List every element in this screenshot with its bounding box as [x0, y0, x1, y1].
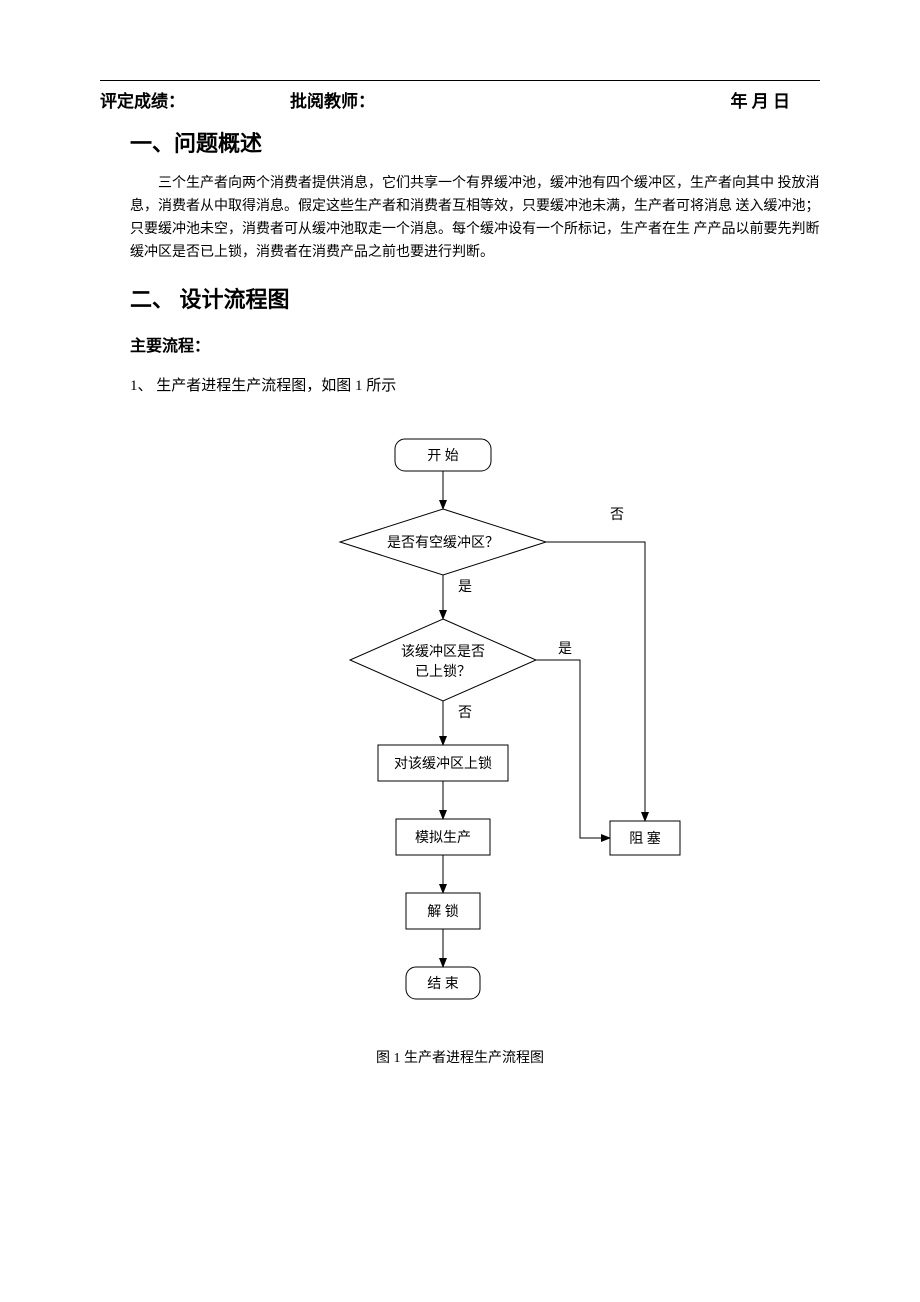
section-1-body: 三个生产者向两个消费者提供消息，它们共享一个有界缓冲池，缓冲池有四个缓冲区，生产… — [130, 172, 820, 264]
teacher-label: 批阅教师： — [290, 87, 630, 112]
svg-text:否: 否 — [610, 508, 624, 523]
svg-text:解 锁: 解 锁 — [427, 904, 459, 920]
header-divider — [100, 80, 820, 81]
section-2-title: 二、 设计流程图 — [130, 282, 820, 314]
svg-text:是: 是 — [458, 580, 472, 595]
svg-text:模拟生产: 模拟生产 — [415, 830, 471, 846]
grade-label: 评定成绩： — [100, 87, 290, 112]
svg-text:是否有空缓冲区？: 是否有空缓冲区？ — [387, 535, 499, 551]
svg-text:结 束: 结 束 — [427, 976, 459, 992]
header-row: 评定成绩： 批阅教师： 年 月 日 — [100, 87, 820, 112]
flowchart-container: 开 始是否有空缓冲区？ 该缓冲区是否已上锁？ 对该缓冲区上锁模拟生产解 锁结 束 阻 … — [100, 419, 820, 1019]
section-2-subtitle: 主要流程： — [130, 332, 820, 356]
flowchart-caption: 图 1 生产者进程生产流程图 — [100, 1047, 820, 1067]
svg-text:否: 否 — [458, 706, 472, 721]
svg-text:是: 是 — [558, 642, 572, 657]
svg-text:该缓冲区是否: 该缓冲区是否 — [401, 644, 485, 660]
section-1-title: 一、问题概述 — [130, 126, 820, 158]
svg-text:开 始: 开 始 — [427, 448, 459, 464]
date-label: 年 月 日 — [630, 87, 820, 112]
producer-flowchart: 开 始是否有空缓冲区？ 该缓冲区是否已上锁？ 对该缓冲区上锁模拟生产解 锁结 束 阻 … — [210, 419, 710, 1019]
svg-text:阻 塞: 阻 塞 — [629, 830, 661, 847]
section-2-item-1: 1、 生产者进程生产流程图，如图 1 所示 — [130, 374, 820, 395]
svg-text:已上锁？: 已上锁？ — [415, 664, 471, 680]
svg-text:对该缓冲区上锁: 对该缓冲区上锁 — [394, 756, 492, 772]
